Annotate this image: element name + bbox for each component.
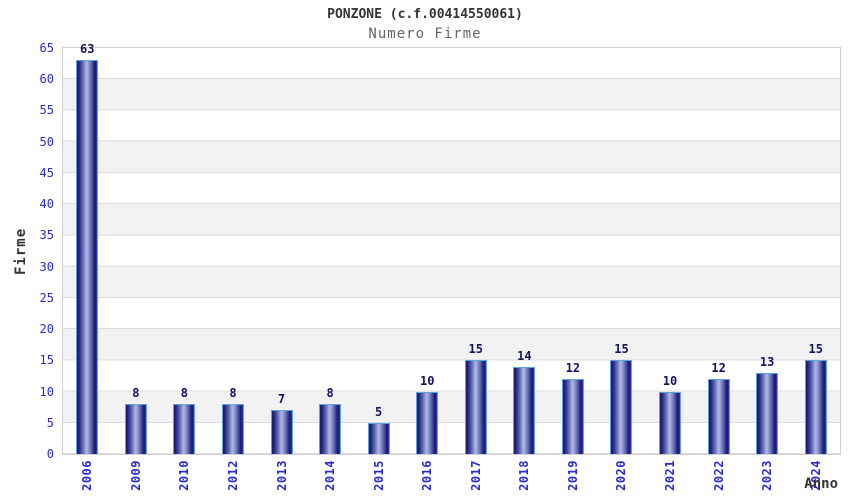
y-tick-65: 65 (39, 41, 54, 55)
bar-value-label: 10 (419, 374, 435, 388)
x-tick-2023: 2023 (760, 460, 775, 491)
bar-value-label: 7 (277, 392, 286, 406)
x-tick-2019: 2019 (565, 460, 580, 491)
y-tick-0: 0 (46, 447, 54, 461)
x-tick-2012: 2012 (225, 460, 240, 491)
bar-value-label: 15 (808, 342, 823, 356)
bar-value-label: 8 (229, 386, 237, 400)
bar-2016 (416, 392, 439, 454)
y-tick-15: 15 (39, 353, 54, 368)
x-tick-2016: 2016 (420, 460, 435, 491)
bar-value-label: 8 (180, 386, 189, 400)
bar-2014 (319, 404, 342, 454)
bar-2018 (513, 367, 536, 454)
bar-slot-2010: 8 (160, 48, 209, 454)
y-tick-25: 25 (39, 290, 54, 305)
x-tick-2010: 2010 (177, 460, 192, 491)
x-tick-2017: 2017 (468, 460, 483, 491)
bar-2020 (610, 360, 633, 454)
y-tick-35: 35 (39, 228, 54, 243)
x-tick-2020: 2020 (614, 460, 629, 491)
bar-slot-2024: 15 (791, 48, 840, 454)
bar-value-label: 12 (565, 361, 581, 375)
x-tick-2013: 2013 (274, 460, 289, 491)
x-tick-2022: 2022 (711, 460, 726, 491)
y-tick-40: 40 (39, 197, 54, 212)
bar-value-label: 10 (662, 374, 678, 388)
bar-slot-2021: 10 (646, 48, 695, 454)
y-tick-45: 45 (39, 165, 54, 180)
bar-2023 (756, 373, 779, 454)
bar-2009 (124, 404, 147, 454)
bar-slot-2022: 12 (694, 48, 743, 454)
chart-title: PONZONE (c.f.00414550061) (327, 7, 523, 22)
y-axis-tick-labels: 0 5 10 15 20 25 30 35 40 45 50 55 60 65 (0, 41, 54, 461)
x-tick-2009: 2009 (128, 460, 143, 491)
y-tick-55: 55 (39, 103, 54, 118)
x-tick-2014: 2014 (323, 460, 338, 491)
x-tick-2015: 2015 (371, 460, 386, 491)
bar-value-label: 15 (468, 342, 483, 356)
y-tick-10: 10 (39, 384, 54, 399)
bar-value-label: 14 (517, 349, 532, 363)
bar-2013 (270, 410, 293, 454)
bar-slot-2023: 13 (743, 48, 792, 454)
y-tick-50: 50 (39, 134, 54, 149)
bar-value-label: 13 (759, 355, 775, 369)
bar-value-label: 15 (614, 342, 629, 356)
bar-2015 (367, 423, 390, 454)
bar-2021 (659, 392, 682, 454)
y-tick-30: 30 (39, 259, 54, 274)
chart-subtitle: Numero Firme (368, 26, 482, 42)
bar-slot-2006: 63 (63, 43, 112, 454)
x-axis-title: Anno (804, 476, 838, 492)
bar-2022 (707, 379, 730, 454)
bar-2006 (76, 60, 99, 454)
bar-slot-2019: 12 (549, 48, 598, 454)
bar-2017 (464, 360, 487, 454)
x-tick-2018: 2018 (517, 460, 532, 491)
bar-slot-2013: 7 (257, 48, 306, 454)
y-tick-60: 60 (39, 72, 54, 87)
plot-area: 63 8 8 8 7 8 5 10 15 14 12 15 10 12 13 15 (62, 43, 841, 455)
bar-value-label: 8 (132, 386, 140, 400)
bar-slot-2016: 10 (403, 48, 452, 454)
y-tick-5: 5 (46, 415, 54, 430)
bar-slot-2018: 14 (500, 48, 549, 454)
bar-slot-2015: 5 (354, 48, 403, 454)
x-axis-tick-labels: 2006 2009 2010 2012 2013 2014 2015 2016 2017 2018… (63, 460, 840, 498)
bar-slot-2012: 8 (209, 48, 258, 454)
bar-value-label: 5 (375, 405, 383, 419)
bar-2010 (173, 404, 196, 454)
y-tick-20: 20 (39, 322, 54, 337)
bar-slot-2014: 8 (306, 48, 355, 454)
bar-slot-2017: 15 (452, 48, 501, 454)
bar-value-label: 12 (711, 361, 726, 375)
x-tick-2006: 2006 (80, 460, 95, 491)
bar-value-label: 8 (326, 386, 334, 400)
bar-slot-2009: 8 (112, 48, 161, 454)
bar-2012 (221, 404, 244, 454)
bar-2019 (561, 379, 584, 454)
bar-2024 (804, 360, 827, 454)
bar-slot-2020: 15 (597, 48, 646, 454)
x-tick-2021: 2021 (663, 460, 678, 491)
bar-value-label: 63 (80, 42, 95, 56)
